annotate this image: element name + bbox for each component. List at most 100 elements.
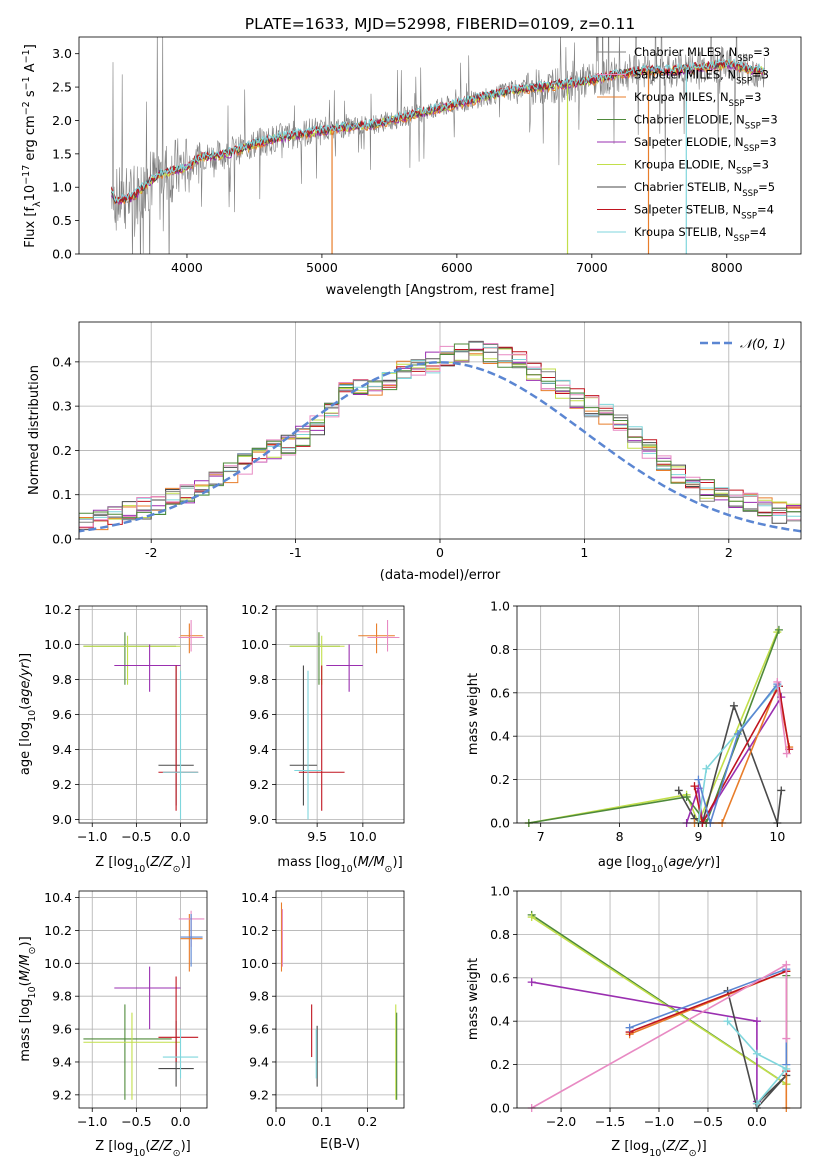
spectrum-ylabel-part: A (23, 63, 38, 76)
mass-z-xtick-label: −1.0 (77, 1114, 107, 1129)
weight-marker-blue (733, 730, 742, 739)
legend-label-sub: SSP (736, 77, 752, 87)
spectrum-ylabel-part: erg cm (23, 115, 38, 164)
legend-label-tail: =3 (760, 135, 777, 149)
age-mass-ytick-label: 10.2 (241, 602, 269, 617)
mass-z-xlabel: Z [log10(Z/Z⊙)] (95, 1139, 190, 1159)
age-mass-ytick-label: 9.4 (249, 742, 269, 757)
spectrum-xlabel: wavelength [Angstrom, rest frame] (326, 283, 555, 298)
weight-marker-pink (782, 960, 791, 969)
weight-age-series (524, 625, 794, 827)
residuals-xtick-label: -2 (145, 545, 157, 560)
age-z-panel: −1.0 −0.5 0.0 9.0 9.2 9.4 9.6 9.8 10.0 10.2 Z [log… (18, 602, 208, 875)
legend-label-tail: =3 (761, 113, 778, 127)
legend-label-main: Salpeter ELODIE, N (634, 135, 744, 149)
weight-marker-red (690, 782, 699, 791)
mass-ebv-xlabel: E(B-V) (320, 1137, 360, 1152)
age-z-grid (79, 606, 207, 823)
age-z-xlabel-part: ( (145, 855, 150, 870)
weight-line-cyan (697, 685, 778, 824)
mass-z-xlabel-part: ⊙ (173, 1148, 181, 1159)
weight-marker-pink (782, 1034, 791, 1043)
spectrum-xtick-label: 8000 (711, 260, 743, 275)
weight-marker-green (774, 625, 783, 634)
weight-z-plot-area: −2.0 −1.5 −1.0 −0.5 0.0 0.0 0.2 0.4 0.6 0.8 1.0 Z [… (466, 884, 802, 1159)
mass-ebv-xlabel-part: E(B-V) (320, 1137, 360, 1152)
residuals-ytick-label: 0.0 (52, 532, 72, 547)
mass-z-points (83, 910, 205, 1100)
mass-ebv-ytick-label: 9.4 (249, 1054, 269, 1069)
legend-label-sub: SSP (742, 189, 758, 199)
legend-label: Chabrier ELODIE, NSSP=3 (634, 113, 778, 132)
model-spectrum-cyan (110, 58, 766, 204)
weight-z-xtick-label: 0.0 (747, 1114, 767, 1129)
legend-label: Chabrier STELIB, NSSP=5 (634, 180, 775, 199)
mass-z-ylabel: mass [log10(M/M⊙)] (18, 936, 38, 1061)
legend-label-tail: =5 (758, 180, 775, 194)
mass-z-frame (78, 890, 208, 1109)
age-mass-xlabel: mass [log10(M/M⊙)] (277, 855, 402, 875)
weight-z-xlabel-part: ⊙ (689, 1148, 697, 1159)
spectrum-title: PLATE=1633, MJD=52998, FIBERID=0109, z=0… (245, 15, 635, 33)
residuals-panel: -2 -1 0 1 2 0.0 0.1 0.2 0.3 0.4 𝒩(0, 1) (data-mode… (27, 321, 802, 583)
age-mass-xtick-label: 9.5 (307, 829, 327, 844)
legend-label-main: Kroupa ELODIE, N (634, 158, 736, 172)
weight-marker-cyan (723, 1017, 732, 1026)
legend-label-main: Chabrier MILES, N (634, 45, 737, 59)
age-z-xlabel-part: 10 (133, 864, 145, 875)
weight-age-xtick-label: 7 (537, 829, 545, 844)
weight-age-xlabel-part: ( (663, 855, 668, 870)
weight-marker-pink (773, 677, 782, 686)
residuals-ytick-label: 0.3 (52, 399, 72, 414)
weight-marker-cyan (782, 1064, 791, 1073)
legend-label-main: Salpeter MILES, N (634, 68, 736, 82)
age-z-ytick-label: 9.4 (52, 742, 72, 757)
weight-age-ytick-label: 0.6 (490, 685, 510, 700)
residuals-ylabel: Normed distribution (27, 365, 42, 495)
legend-label-sub: SSP (729, 99, 745, 109)
legend-label-sub: SSP (734, 234, 750, 244)
legend-label-main: Chabrier STELIB, N (634, 180, 742, 194)
spectrum-ytick-label: 1.0 (52, 180, 72, 195)
age-z-ytick-label: 9.0 (52, 812, 72, 827)
mass-ebv-ytick-label: 10.2 (241, 923, 269, 938)
mass-z-ylabel-part: ( (18, 981, 33, 986)
legend-label-main: Chabrier ELODIE, N (634, 113, 745, 127)
age-z-ytick-label: 9.6 (52, 707, 72, 722)
mass-z-ytick-label: 9.2 (52, 1087, 72, 1102)
weight-age-ytick-label: 0.4 (490, 729, 510, 744)
legend-label: Kroupa MILES, NSSP=3 (634, 90, 761, 109)
residual-histogram-cyan (79, 341, 801, 524)
age-mass-ytick-label: 9.2 (249, 777, 269, 792)
age-z-ytick-label: 10.0 (44, 637, 72, 652)
weight-age-ytick-label: 0.2 (490, 772, 510, 787)
mass-ebv-ytick-label: 9.8 (249, 989, 269, 1004)
weight-marker-cyan (752, 1049, 761, 1058)
spectrum-xtick-label: 6000 (441, 260, 473, 275)
spectrum-plot-area: 4000 5000 6000 7000 8000 0.0 0.5 1.0 1.5 2.0 2.5 3.… (21, 36, 802, 275)
weight-marker-dark (674, 786, 683, 795)
age-z-ylabel-part: age [log (18, 722, 33, 775)
legend-label-tail: =3 (752, 68, 769, 82)
residuals-xtick-label: 2 (725, 545, 733, 560)
spectrum-ytick-label: 0.5 (52, 213, 72, 228)
age-z-xlabel-part: ⊙ (173, 864, 181, 875)
weight-z-series (527, 910, 791, 1112)
mass-ebv-xtick-label: 0.0 (266, 1114, 286, 1129)
mass-ebv-ytick-label: 9.2 (249, 1087, 269, 1102)
age-mass-points (289, 620, 400, 820)
mass-z-xlabel-part: )] (181, 1139, 191, 1154)
weight-z-xlabel-part: Z/Z (665, 1139, 689, 1154)
weight-age-xtick-label: 8 (616, 829, 624, 844)
legend-label: Salpeter STELIB, NSSP=4 (634, 203, 774, 222)
legend-label-main: Kroupa MILES, N (634, 90, 729, 104)
age-z-ylabel: age [log10(age/yr)] (18, 653, 38, 775)
weight-marker-cyan (752, 1099, 761, 1108)
mass-z-plot-area: −1.0 −0.5 0.0 9.2 9.4 9.6 9.8 10.0 10.2 10.4 Z [lo… (18, 890, 208, 1159)
weight-marker-blue (625, 1023, 634, 1032)
weight-age-ytick-label: 1.0 (490, 599, 510, 614)
residuals-histograms (79, 340, 801, 537)
age-mass-xlabel-part: mass [log (277, 855, 340, 870)
